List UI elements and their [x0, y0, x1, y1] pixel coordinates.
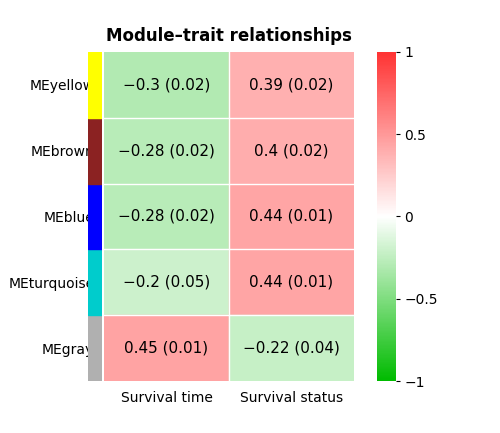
- Text: 0.44 (0.01): 0.44 (0.01): [250, 209, 334, 224]
- Bar: [104, 118, 229, 184]
- Bar: [104, 184, 229, 249]
- Text: 0.44 (0.01): 0.44 (0.01): [250, 275, 334, 290]
- Bar: [88, 184, 102, 249]
- Bar: [88, 118, 102, 184]
- Bar: [104, 315, 229, 381]
- Bar: [229, 184, 354, 249]
- Bar: [88, 52, 102, 118]
- Text: −0.2 (0.05): −0.2 (0.05): [123, 275, 210, 290]
- Bar: [88, 315, 102, 381]
- Text: −0.3 (0.02): −0.3 (0.02): [123, 78, 210, 92]
- Text: 0.4 (0.02): 0.4 (0.02): [254, 143, 329, 158]
- Text: −0.28 (0.02): −0.28 (0.02): [118, 143, 215, 158]
- Bar: [104, 249, 229, 315]
- Bar: [229, 52, 354, 118]
- Bar: [104, 52, 229, 118]
- Title: Module–trait relationships: Module–trait relationships: [106, 27, 352, 45]
- Bar: [229, 249, 354, 315]
- Text: 0.39 (0.02): 0.39 (0.02): [250, 78, 334, 92]
- Bar: [88, 249, 102, 315]
- Bar: [229, 315, 354, 381]
- Text: −0.28 (0.02): −0.28 (0.02): [118, 209, 215, 224]
- Bar: [229, 118, 354, 184]
- Text: −0.22 (0.04): −0.22 (0.04): [243, 341, 340, 355]
- Text: 0.45 (0.01): 0.45 (0.01): [124, 341, 208, 355]
